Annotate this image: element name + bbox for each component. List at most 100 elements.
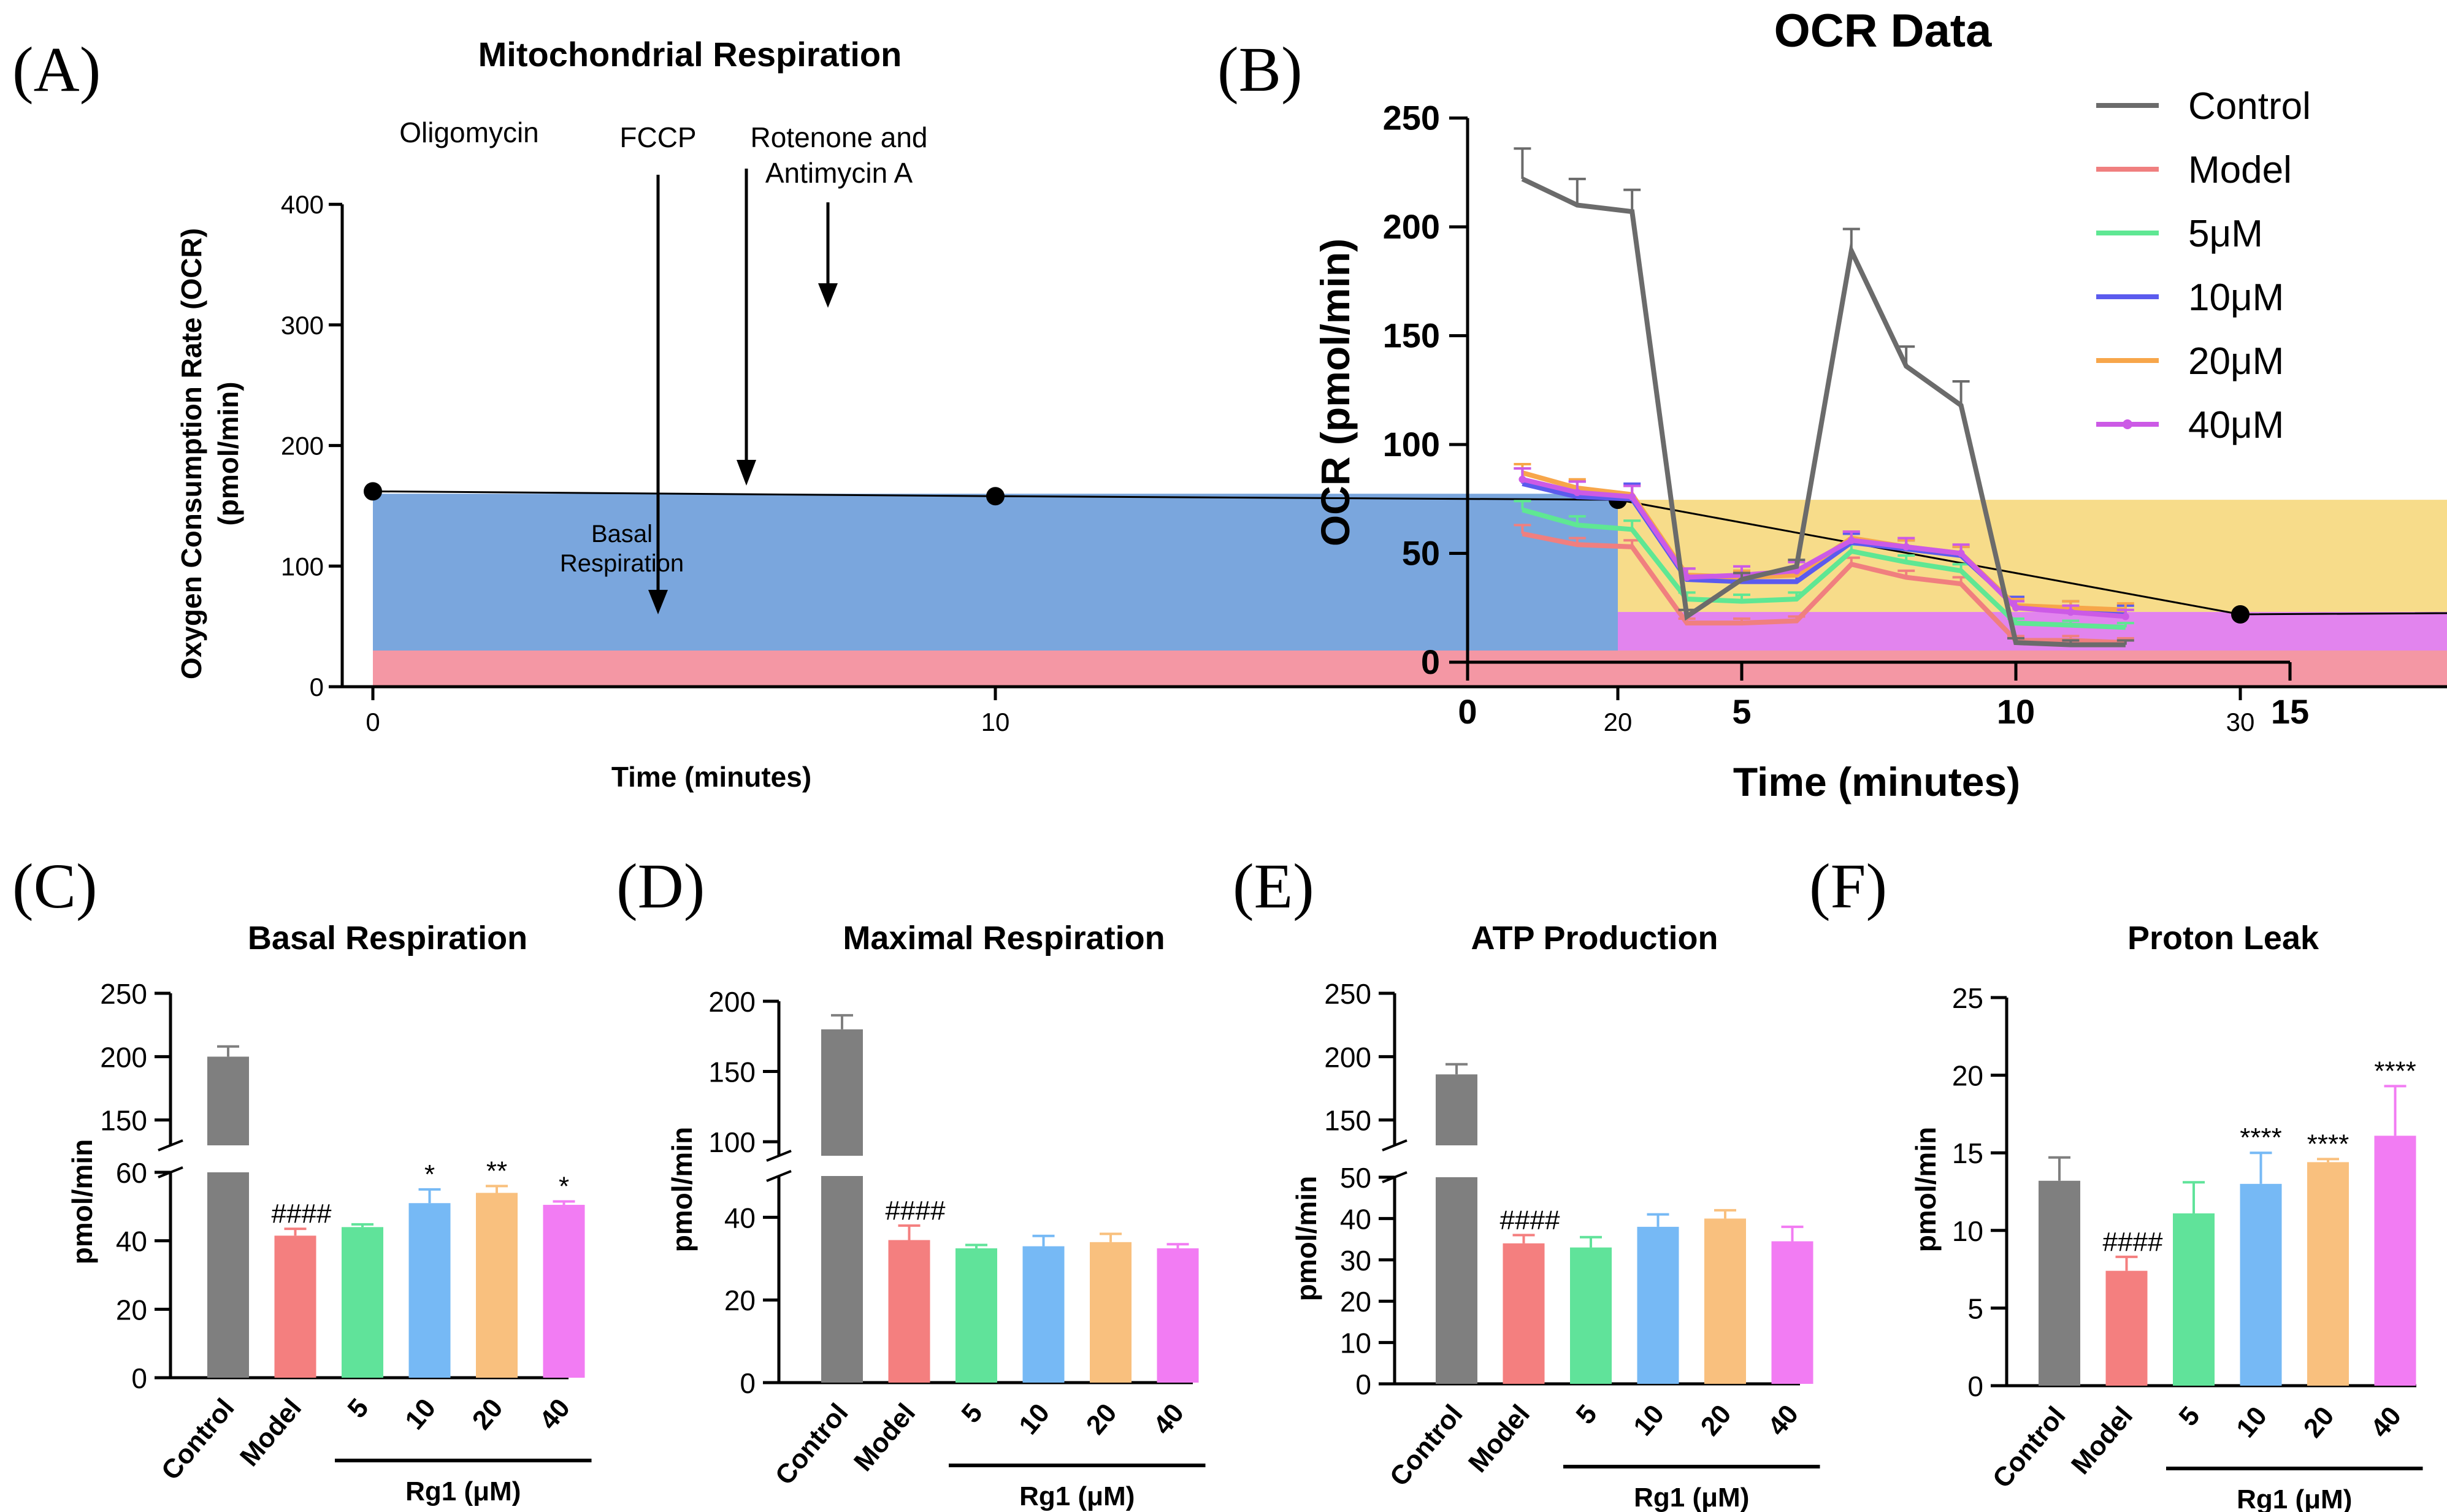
legend-label: Model <box>2188 149 2292 191</box>
series-line <box>372 490 2447 616</box>
series-line <box>1522 531 2126 646</box>
data-point <box>364 482 382 501</box>
x-axis-title: Time (minutes) <box>611 761 811 793</box>
x-tick-label: 5 <box>2173 1401 2205 1432</box>
y-tick-label: 40 <box>1340 1203 1371 1235</box>
x-tick-label: Control <box>156 1393 240 1486</box>
x-tick-label: Control <box>1384 1399 1469 1492</box>
y-tick-label: 10 <box>1952 1215 1983 1247</box>
x-tick-label: 40 <box>1762 1399 1804 1441</box>
y-tick-label: 0 <box>1421 643 1440 681</box>
bar <box>821 1176 863 1383</box>
y-tick-label: 150 <box>708 1056 756 1088</box>
x-tick-label: 40 <box>1147 1398 1190 1440</box>
region-basal <box>373 494 1618 651</box>
x-tick-label: 10 <box>399 1393 442 1435</box>
data-point <box>2067 608 2075 616</box>
injection-label: Antimycin A <box>765 157 913 189</box>
y-tick-label: 150 <box>1324 1105 1371 1137</box>
panel-c: (C) Basal Respiration 0 20 40 60 150 200 250 pmol… <box>12 851 592 1506</box>
x-tick-label: Control <box>770 1398 854 1491</box>
y-tick-label: 200 <box>1383 207 1440 246</box>
data-point <box>2231 605 2250 624</box>
bar <box>821 1029 863 1156</box>
significance-label: #### <box>1500 1205 1560 1235</box>
group-label: Rg1 (μM) <box>1634 1483 1749 1512</box>
injection-label: FCCP <box>619 121 696 153</box>
x-tick-label: 30 <box>2226 708 2255 736</box>
bar <box>1022 1246 1065 1383</box>
y-tick-label: 40 <box>116 1226 147 1258</box>
y-tick-label: 20 <box>1340 1286 1371 1318</box>
data-point <box>1957 549 1965 557</box>
axis-break-mark <box>766 1170 792 1182</box>
y-axis-title: pmol/min <box>66 1139 98 1264</box>
y-axis-title: pmol/min <box>666 1127 698 1252</box>
x-tick-label: 10 <box>1013 1398 1055 1440</box>
bar <box>1570 1247 1612 1384</box>
series-line <box>1522 476 2126 619</box>
series-line <box>1522 507 2126 630</box>
bar <box>955 1248 997 1383</box>
x-tick-label: Model <box>234 1393 307 1472</box>
axis-break-mark <box>1382 1139 1407 1151</box>
x-tick-label: Control <box>1987 1401 2072 1494</box>
bar <box>1436 1177 1477 1384</box>
bar <box>2307 1162 2349 1386</box>
x-tick-label: 5 <box>955 1398 988 1429</box>
axis-break-mark <box>1382 1171 1407 1183</box>
chart-title: Maximal Respiration <box>843 920 1165 956</box>
region-label-basal: Respiration <box>560 550 684 577</box>
x-tick-label: 40 <box>534 1393 576 1435</box>
panel-label: (E) <box>1233 851 1314 922</box>
panel-d: (D) Maximal Respiration 0 20 40 100 150 200 pmol… <box>616 851 1206 1511</box>
x-tick-label: Model <box>2066 1401 2139 1480</box>
y-axis-title: (pmol/min) <box>212 381 244 525</box>
bar <box>2173 1213 2215 1386</box>
y-tick-label: 250 <box>1383 99 1440 137</box>
chart-title: Proton Leak <box>2127 920 2319 956</box>
bar <box>1090 1242 1132 1383</box>
y-tick-label: 0 <box>740 1367 756 1399</box>
data-point <box>1847 536 1855 544</box>
legend-label: 40μM <box>2188 404 2284 446</box>
data-point <box>1628 493 1636 501</box>
injection-arrowhead <box>818 283 838 308</box>
x-tick-label: 0 <box>366 708 380 736</box>
axis-break-mark <box>158 1139 183 1151</box>
legend-marker <box>2123 419 2132 429</box>
x-tick-label: 20 <box>1695 1399 1737 1441</box>
y-tick-label: 25 <box>1952 982 1983 1014</box>
significance-label: #### <box>886 1196 946 1226</box>
y-tick-label: 150 <box>1383 316 1440 355</box>
group-label: Rg1 (μM) <box>1019 1481 1135 1511</box>
x-tick-label: 40 <box>2365 1401 2407 1443</box>
bar <box>543 1205 585 1378</box>
y-tick-label: 0 <box>1967 1370 1983 1402</box>
bar <box>1771 1241 1813 1384</box>
x-tick-label: 10 <box>1997 692 2035 731</box>
group-label: Rg1 (μM) <box>405 1476 521 1506</box>
x-tick-label: 20 <box>1604 708 1633 736</box>
y-tick-label: 150 <box>100 1105 147 1137</box>
bar <box>2039 1180 2080 1386</box>
bar <box>2240 1183 2282 1386</box>
x-tick-label: 5 <box>342 1393 374 1424</box>
data-point <box>2012 604 2020 612</box>
region-atp <box>1618 500 2447 613</box>
data-point <box>2121 613 2129 620</box>
region-label-basal: Basal <box>591 521 653 548</box>
data-point <box>1573 489 1581 497</box>
bar <box>476 1193 518 1378</box>
x-tick-label: 10 <box>2231 1401 2273 1443</box>
y-tick-label: 400 <box>281 190 324 219</box>
axis-break-mark <box>158 1166 183 1178</box>
x-tick-label: 15 <box>2271 692 2309 731</box>
y-axis-title: OCR (pmol/min) <box>1312 239 1358 546</box>
y-tick-label: 15 <box>1952 1137 1983 1169</box>
x-tick-label: 10 <box>981 708 1010 736</box>
y-axis-title: pmol/min <box>1910 1127 1942 1252</box>
axis-break-mark <box>766 1150 792 1162</box>
x-axis-title: Time (minutes) <box>1733 759 2020 804</box>
